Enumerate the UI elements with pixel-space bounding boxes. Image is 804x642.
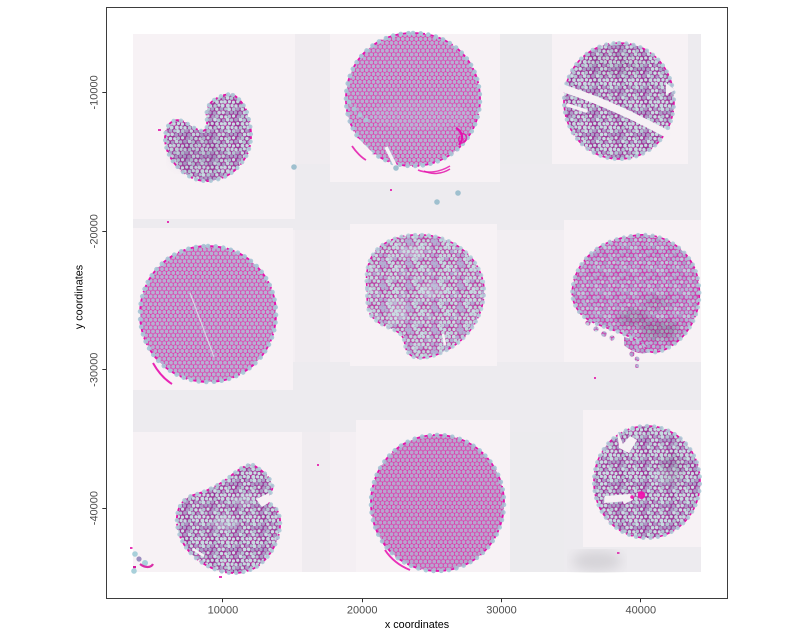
svg-text:-20000: -20000 bbox=[89, 214, 101, 248]
svg-text:-40000: -40000 bbox=[89, 491, 101, 525]
svg-text:-10000: -10000 bbox=[89, 75, 101, 109]
svg-text:40000: 40000 bbox=[626, 605, 657, 617]
svg-text:20000: 20000 bbox=[347, 605, 378, 617]
svg-text:-30000: -30000 bbox=[89, 353, 101, 387]
svg-text:10000: 10000 bbox=[208, 605, 239, 617]
svg-text:30000: 30000 bbox=[486, 605, 517, 617]
svg-text:x coordinates: x coordinates bbox=[385, 619, 450, 631]
svg-text:y coordinates: y coordinates bbox=[74, 264, 86, 329]
